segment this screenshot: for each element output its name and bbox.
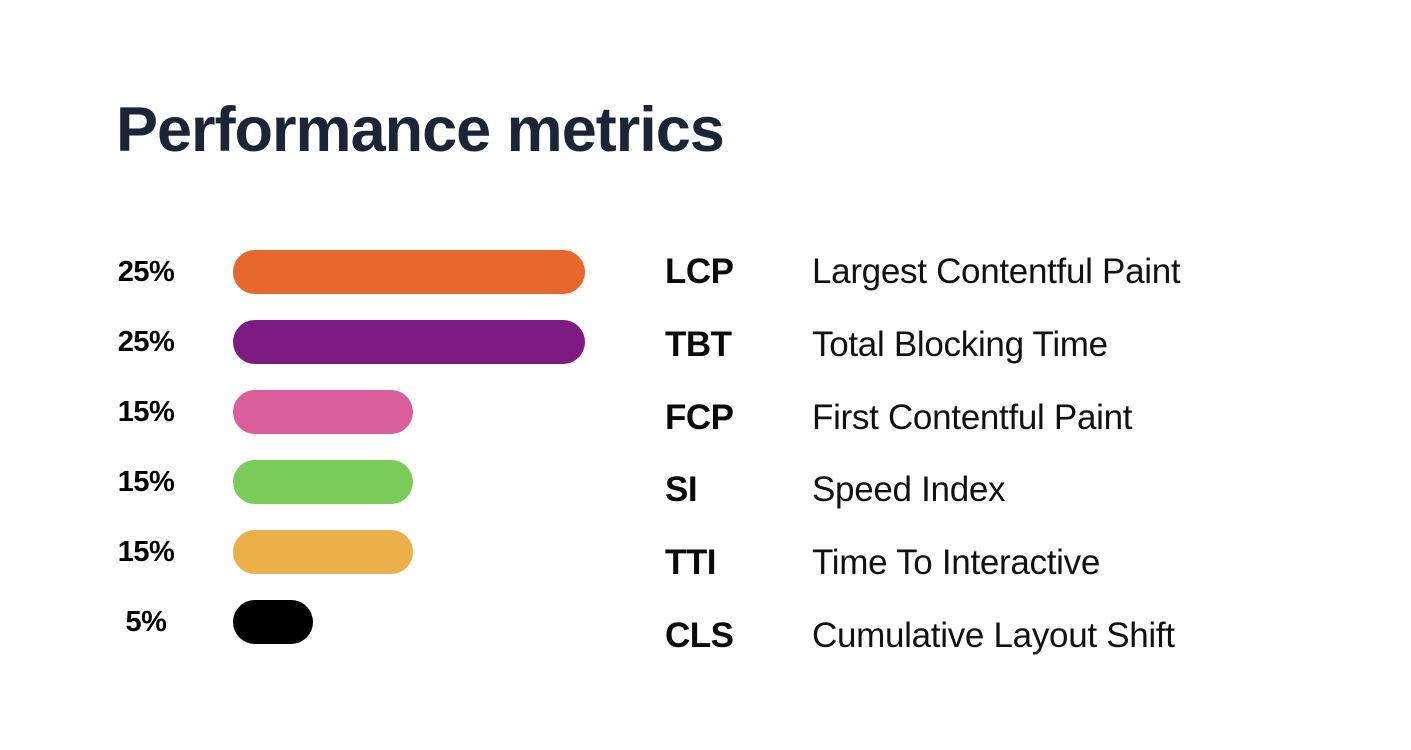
bar-si <box>233 460 413 504</box>
chart-row-si: 15% <box>115 460 585 504</box>
legend-name: First Contentful Paint <box>812 397 1133 437</box>
page-title: Performance metrics <box>116 95 725 165</box>
chart-row-lcp: 25% <box>115 250 585 294</box>
legend-row-lcp: LCP Largest Contentful Paint <box>665 250 1181 294</box>
legend-abbr: SI <box>665 470 698 510</box>
bar-value-label: 25% <box>117 255 175 288</box>
legend-row-si: SI Speed Index <box>665 468 1180 512</box>
legend: LCP Largest Contentful Paint TBT Total B… <box>665 250 1181 687</box>
bar-value-label: 15% <box>117 465 175 498</box>
bar-chart: 25% 25% 15% 15% 15% 5% <box>115 250 585 670</box>
legend-row-fcp: FCP First Contentful Paint <box>665 396 1180 440</box>
bar-lcp <box>233 250 585 294</box>
bar-value-label: 5% <box>125 605 167 638</box>
legend-name: Largest Contentful Paint <box>812 252 1181 291</box>
bar-tti <box>233 530 413 574</box>
chart-row-tbt: 25% <box>115 320 585 364</box>
bar-fcp <box>233 390 413 434</box>
bar-tbt <box>233 320 585 364</box>
legend-name: Total Blocking Time <box>812 324 1108 364</box>
legend-name: Time To Interactive <box>812 543 1101 583</box>
bar-value-label: 15% <box>117 395 175 428</box>
legend-abbr: TTI <box>665 543 716 583</box>
bar-value-label: 15% <box>117 535 175 568</box>
legend-row-tti: TTI Time To Interactive <box>665 541 1180 585</box>
chart-row-tti: 15% <box>115 530 585 574</box>
chart-row-cls: 5% <box>115 600 585 644</box>
legend-row-cls: CLS Cumulative Layout Shift <box>665 614 1180 658</box>
legend-name: Speed Index <box>812 470 1006 510</box>
legend-abbr: FCP <box>665 397 734 437</box>
legend-abbr: LCP <box>665 252 734 291</box>
bar-cls <box>233 600 313 644</box>
legend-row-tbt: TBT Total Blocking Time <box>665 323 1180 367</box>
legend-name: Cumulative Layout Shift <box>812 615 1175 655</box>
legend-abbr: CLS <box>665 615 734 655</box>
chart-row-fcp: 15% <box>115 390 585 434</box>
legend-abbr: TBT <box>665 324 732 364</box>
bar-value-label: 25% <box>117 325 175 358</box>
